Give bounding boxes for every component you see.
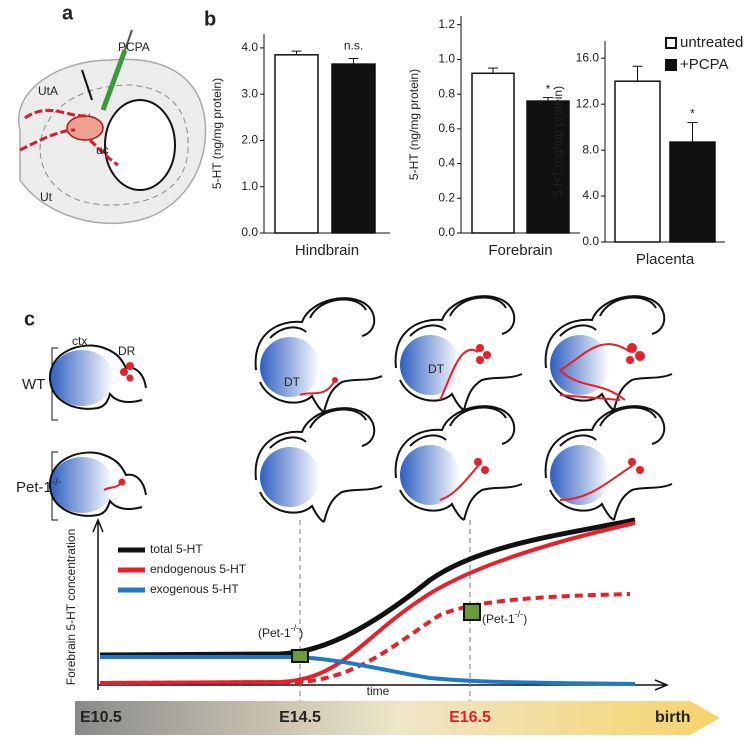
panel-label: a <box>62 2 74 24</box>
diagram-label: UtA <box>38 84 58 98</box>
y-tick-label: 1.0 <box>438 52 455 66</box>
y-tick-label: 0.0 <box>582 234 599 248</box>
legend-swatch <box>665 37 677 49</box>
marker <box>463 603 481 621</box>
panel-label: c <box>24 308 35 330</box>
exogenous-curve <box>100 655 636 686</box>
y-tick-label: 0.4 <box>438 156 455 170</box>
schematic <box>75 517 720 735</box>
axis-label: time <box>367 684 390 698</box>
y-axis-label: 5-HT (ng/mg protein) <box>210 78 224 189</box>
error-bar <box>687 122 698 143</box>
diagram-label: DR <box>118 344 136 358</box>
annotation: (Pet-1-/-) <box>258 623 303 640</box>
diagram-label: DT <box>284 375 301 389</box>
bar <box>614 80 661 243</box>
significance: n.s. <box>344 39 363 53</box>
y-tick-label: 0.2 <box>438 190 455 204</box>
panel-label: b <box>204 8 216 30</box>
y-axis-label: 5-HT (ng/mg protein) <box>407 69 421 180</box>
brain-diagrams <box>48 295 673 523</box>
y-tick-label: 8.0 <box>582 142 599 156</box>
y-tick-label: 16.0 <box>576 50 600 64</box>
diagram-label: PCPA <box>118 40 150 54</box>
error-bar <box>488 67 498 74</box>
error-bar <box>632 65 643 82</box>
row-label: WT <box>22 376 45 393</box>
y-tick-label: 2.0 <box>241 133 258 147</box>
y-tick-label: 3.0 <box>241 86 258 100</box>
y-tick-label: 0.8 <box>438 86 455 100</box>
timeline-label: E16.5 <box>449 709 491 726</box>
y-tick-label: 4.0 <box>582 188 599 202</box>
y-tick-label: 1.0 <box>241 179 258 193</box>
endogenous-curve <box>99 521 636 685</box>
y-tick-label: 0.6 <box>438 121 455 135</box>
surgery-sketch <box>17 29 207 225</box>
legend-label: untreated <box>680 34 743 51</box>
bar <box>331 63 376 234</box>
x-axis-label: Forebrain <box>488 242 552 259</box>
timeline-label: E14.5 <box>279 709 321 726</box>
legend-label: endogenous 5-HT <box>150 562 247 576</box>
bar <box>669 141 716 243</box>
y-tick-label: 0.0 <box>241 225 258 239</box>
bar <box>274 54 319 234</box>
significance: * <box>546 82 551 96</box>
diagram-label: ctx <box>72 334 87 348</box>
marker <box>291 649 309 663</box>
legend-label: +PCPA <box>680 56 729 73</box>
row-label: Pet-1-/- <box>16 477 61 496</box>
diagram-label: uc <box>96 143 109 157</box>
significance: * <box>690 107 695 121</box>
endogenous-pet1-curve <box>99 592 631 685</box>
error-bar <box>543 97 553 102</box>
diagram-label: DT <box>428 362 445 376</box>
x-axis-label: Hindbrain <box>295 242 359 259</box>
y-tick-label: 4.0 <box>241 40 258 54</box>
error-bar <box>291 50 302 55</box>
error-bar <box>348 58 359 65</box>
legend-label: total 5-HT <box>150 542 203 556</box>
annotation: (Pet-1-/-) <box>482 609 527 626</box>
y-tick-label: 12.0 <box>576 96 600 110</box>
diagram-label: Ut <box>40 190 53 204</box>
bar <box>471 72 515 234</box>
x-axis-label: Placenta <box>636 251 695 268</box>
total-curve <box>99 517 636 658</box>
bar <box>526 100 570 234</box>
axis-label: Forebrain 5-HT concentration <box>64 529 78 686</box>
timeline-label: E10.5 <box>80 709 122 726</box>
timeline-label: birth <box>655 709 691 726</box>
y-tick-label: 1.2 <box>438 17 455 31</box>
y-tick-label: 0.0 <box>438 225 455 239</box>
legend-swatch <box>665 59 677 71</box>
legend-label: exogenous 5-HT <box>150 582 239 596</box>
y-axis-label: 5-HT (ng/mg protein) <box>551 86 565 197</box>
